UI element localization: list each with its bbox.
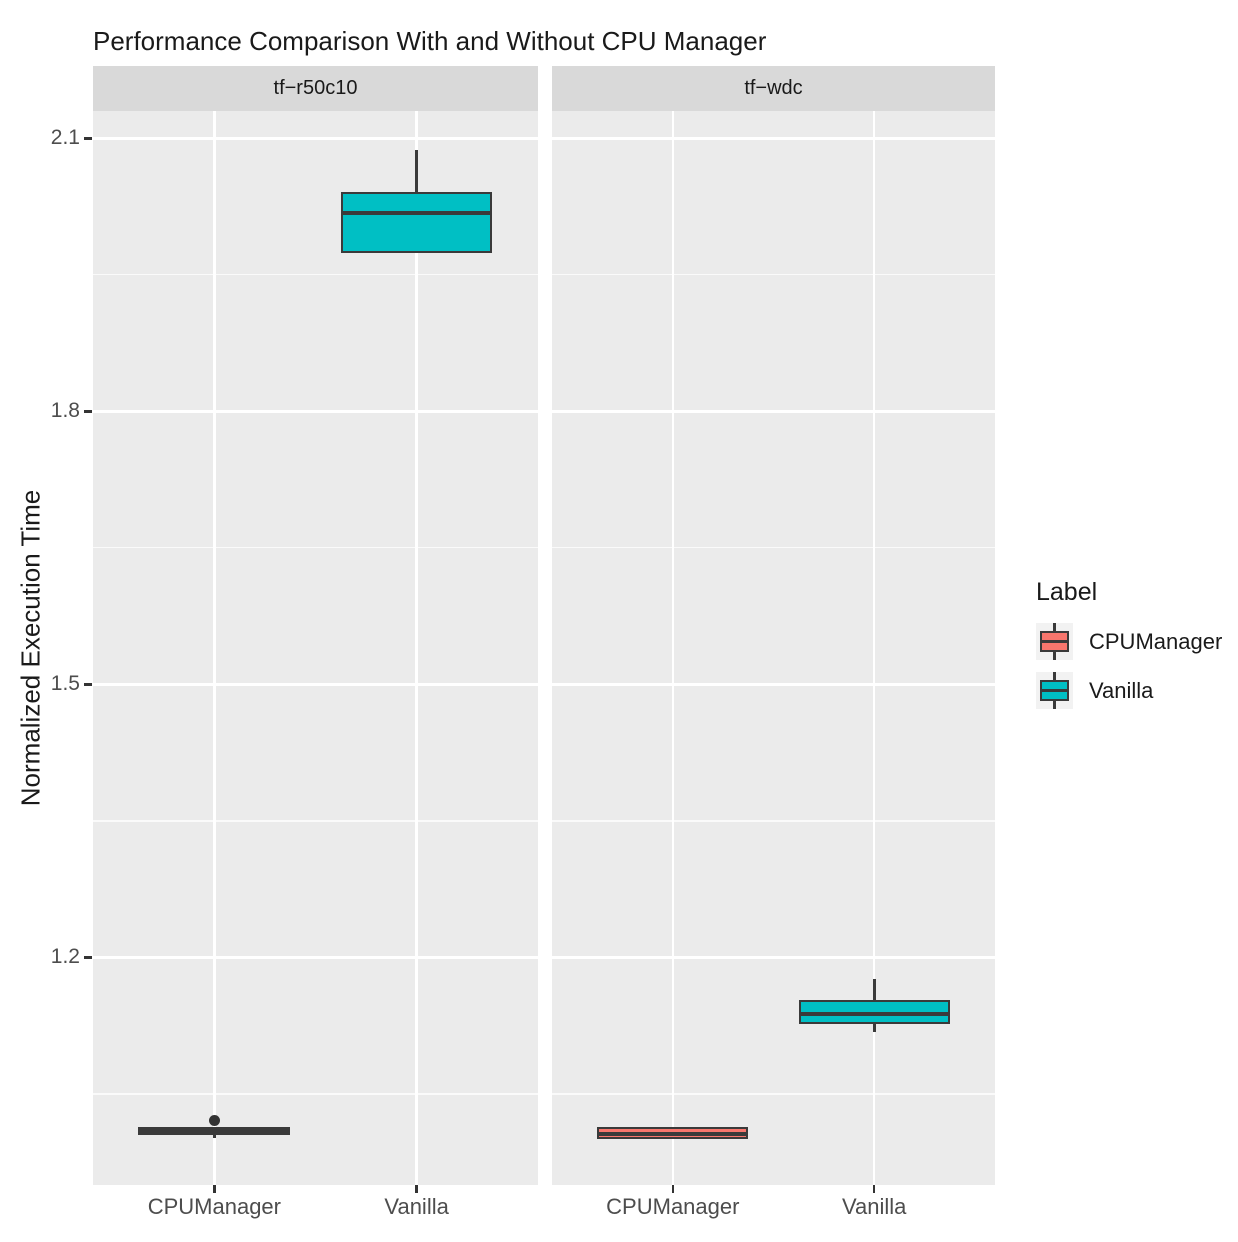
gridline-major xyxy=(552,956,995,959)
x-tick-label-Vanilla: Vanilla xyxy=(384,1194,449,1219)
x-tick-mark xyxy=(415,1185,418,1193)
gridline-minor xyxy=(93,1093,538,1095)
gridline-minor xyxy=(93,820,538,822)
gridline-major xyxy=(93,410,538,413)
legend-key-median xyxy=(1040,689,1069,692)
x-tick-label-Vanilla: Vanilla xyxy=(841,1194,907,1219)
gridline-vertical-major xyxy=(872,111,876,1185)
gridline-major xyxy=(93,137,538,140)
legend-key-Vanilla xyxy=(1036,672,1073,709)
y-tick-mark xyxy=(84,410,92,413)
y-axis-title: Normalized Execution Time xyxy=(15,489,46,807)
gridline-major xyxy=(93,683,538,686)
gridline-major xyxy=(552,137,995,140)
gridline-vertical-major xyxy=(671,111,675,1185)
panel-tf-r50c10 xyxy=(93,111,538,1185)
gridline-minor xyxy=(552,547,995,549)
facet-strip-tf-r50c10: tf−r50c10 xyxy=(93,66,538,111)
legend: Label CPUManager Vanilla xyxy=(1036,578,1222,721)
legend-entry-Vanilla: Vanilla xyxy=(1036,672,1222,709)
gridline-minor xyxy=(552,820,995,822)
gridline-minor xyxy=(93,274,538,276)
y-tick-label: 1.2 xyxy=(50,945,80,969)
legend-entry-CPUManager: CPUManager xyxy=(1036,623,1222,660)
x-tick-label-CPUManager: CPUManager xyxy=(606,1194,740,1219)
box-tf-r50c10-Vanilla xyxy=(340,192,493,253)
y-tick-mark xyxy=(84,683,92,686)
median-line-tf-r50c10-Vanilla xyxy=(340,210,493,215)
x-tick-label-CPUManager: CPUManager xyxy=(147,1194,281,1219)
panel-tf-wdc xyxy=(552,111,995,1185)
legend-label: Vanilla xyxy=(1089,677,1154,703)
gridline-minor xyxy=(552,1093,995,1095)
x-tick-mark xyxy=(872,1185,876,1193)
legend-entries: CPUManager Vanilla xyxy=(1036,623,1222,709)
gridline-vertical-major xyxy=(415,111,418,1185)
gridline-minor xyxy=(552,274,995,276)
legend-key-CPUManager xyxy=(1036,623,1073,660)
outlier-point-tf-r50c10-CPUManager xyxy=(208,1114,220,1126)
facet-strip-tf-wdc: tf−wdc xyxy=(552,66,995,111)
y-tick-mark xyxy=(84,956,92,959)
legend-title: Label xyxy=(1036,578,1098,606)
gridline-major xyxy=(552,683,995,686)
y-tick-label: 1.5 xyxy=(50,672,80,696)
legend-label: CPUManager xyxy=(1089,628,1223,654)
gridline-minor xyxy=(93,547,538,549)
median-line-tf-r50c10-CPUManager xyxy=(138,1129,291,1134)
median-line-tf-wdc-Vanilla xyxy=(798,1011,950,1016)
y-tick-label: 2.1 xyxy=(50,126,80,150)
gridline-vertical-major xyxy=(213,111,216,1185)
median-line-tf-wdc-CPUManager xyxy=(597,1132,749,1137)
gridline-major xyxy=(93,956,538,959)
y-tick-label: 1.8 xyxy=(50,399,80,423)
legend-key-median xyxy=(1040,640,1069,643)
chart-title: Performance Comparison With and Without … xyxy=(93,26,767,56)
x-tick-mark xyxy=(671,1185,675,1193)
gridline-major xyxy=(552,410,995,413)
y-tick-mark xyxy=(84,137,92,140)
x-tick-mark xyxy=(213,1185,216,1193)
